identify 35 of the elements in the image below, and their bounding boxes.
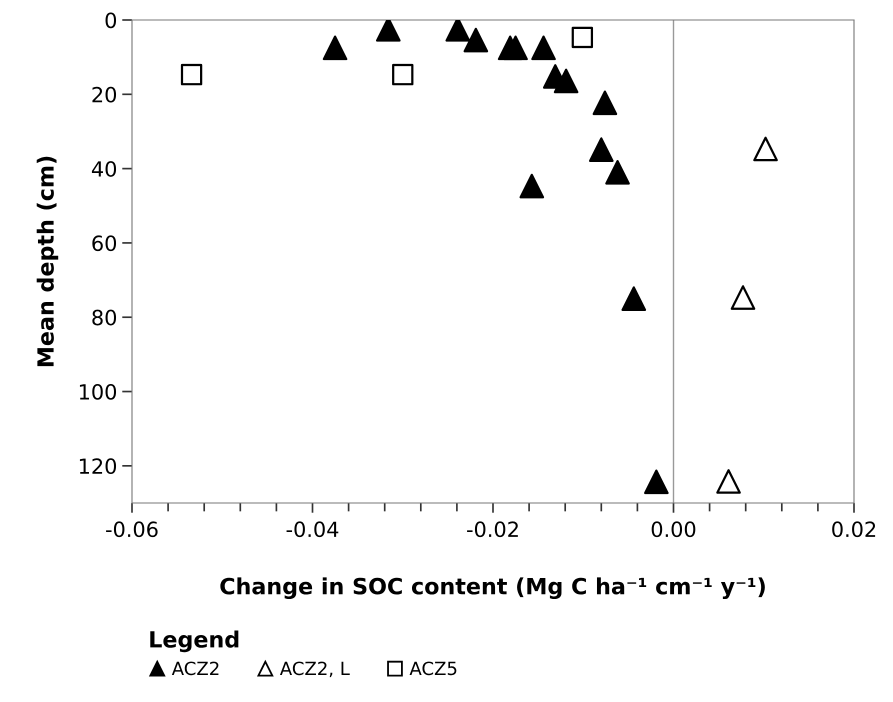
legend-title: Legend [150, 630, 238, 652]
legend-label: ACZ2 [172, 662, 218, 676]
x-tick-label: 0.02 [832, 521, 876, 538]
y-axis-title: Mean depth (cm) [36, 156, 58, 366]
y-tick-label: 40 [92, 161, 116, 177]
point [621, 286, 646, 311]
y-tick-label: 0 [106, 12, 116, 28]
x-tick-label: 0.00 [652, 521, 696, 538]
point [520, 174, 544, 198]
x-tick-label: -0.04 [286, 521, 338, 538]
y-tick-label: 20 [92, 86, 116, 103]
point [588, 137, 614, 162]
y-tick-label: 80 [92, 310, 116, 326]
point [605, 160, 630, 185]
point [464, 28, 488, 52]
point [322, 36, 348, 60]
x-axis-title: Change in SOC content (Mg C ha⁻¹ cm⁻¹ y⁻¹) [220, 577, 765, 600]
x-tick-label: -0.06 [106, 521, 158, 538]
point [180, 64, 202, 86]
point [753, 136, 778, 162]
x-tick-label: -0.02 [467, 521, 518, 538]
point [592, 90, 618, 116]
legend-label: ACZ2, L [280, 662, 350, 678]
point [554, 68, 578, 94]
point [730, 285, 756, 310]
point [644, 470, 669, 494]
y-tick-label: 100 [80, 384, 116, 400]
y-tick-label: 120 [80, 458, 116, 474]
y-tick-label: 60 [92, 235, 116, 252]
point [531, 36, 556, 60]
point [392, 64, 414, 86]
point [716, 469, 741, 494]
legend-label: ACZ5 [410, 662, 456, 676]
point [503, 36, 528, 60]
point [572, 26, 594, 48]
